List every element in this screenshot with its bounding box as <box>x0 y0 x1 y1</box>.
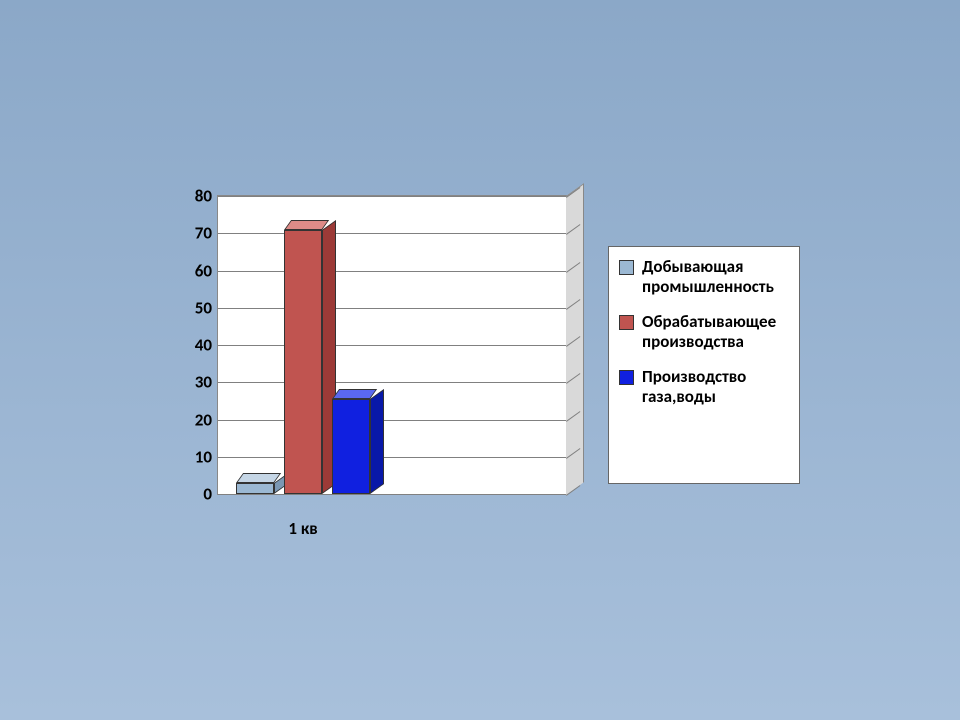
legend-swatch <box>619 260 634 275</box>
y-tick-label: 80 <box>195 186 212 207</box>
legend-item-0: Добывающая промышленность <box>619 257 787 298</box>
grid-line <box>218 308 566 309</box>
bar-1 <box>284 230 322 494</box>
legend-label: Производство газа,воды <box>642 367 787 408</box>
legend-box: Добывающая промышленность Обрабатывающее … <box>608 246 800 484</box>
y-tick-label: 10 <box>195 446 212 467</box>
grid-line <box>218 271 566 272</box>
grid-line <box>218 457 566 458</box>
grid-line <box>218 420 566 421</box>
grid-line <box>218 494 566 495</box>
legend-label: Добывающая промышленность <box>642 257 787 298</box>
bar-0 <box>236 483 274 494</box>
y-tick-label: 40 <box>195 335 212 356</box>
bar-2 <box>332 399 370 494</box>
legend-item-2: Производство газа,воды <box>619 367 787 408</box>
legend-swatch <box>619 370 634 385</box>
grid-line <box>218 382 566 383</box>
y-tick-label: 60 <box>195 260 212 281</box>
legend-swatch <box>619 315 634 330</box>
y-tick-label: 50 <box>195 297 212 318</box>
y-tick-label: 0 <box>203 484 212 505</box>
y-tick-label: 20 <box>195 409 212 430</box>
grid-line <box>218 196 566 197</box>
plot-area: 1 кв 01020304050607080 <box>217 195 567 495</box>
y-tick-label: 70 <box>195 223 212 244</box>
legend-item-1: Обрабатывающее производства <box>619 312 787 353</box>
grid-line <box>218 233 566 234</box>
legend-label: Обрабатывающее производства <box>642 312 787 353</box>
grid-line <box>218 345 566 346</box>
x-axis-label: 1 кв <box>288 518 317 539</box>
y-tick-label: 30 <box>195 372 212 393</box>
